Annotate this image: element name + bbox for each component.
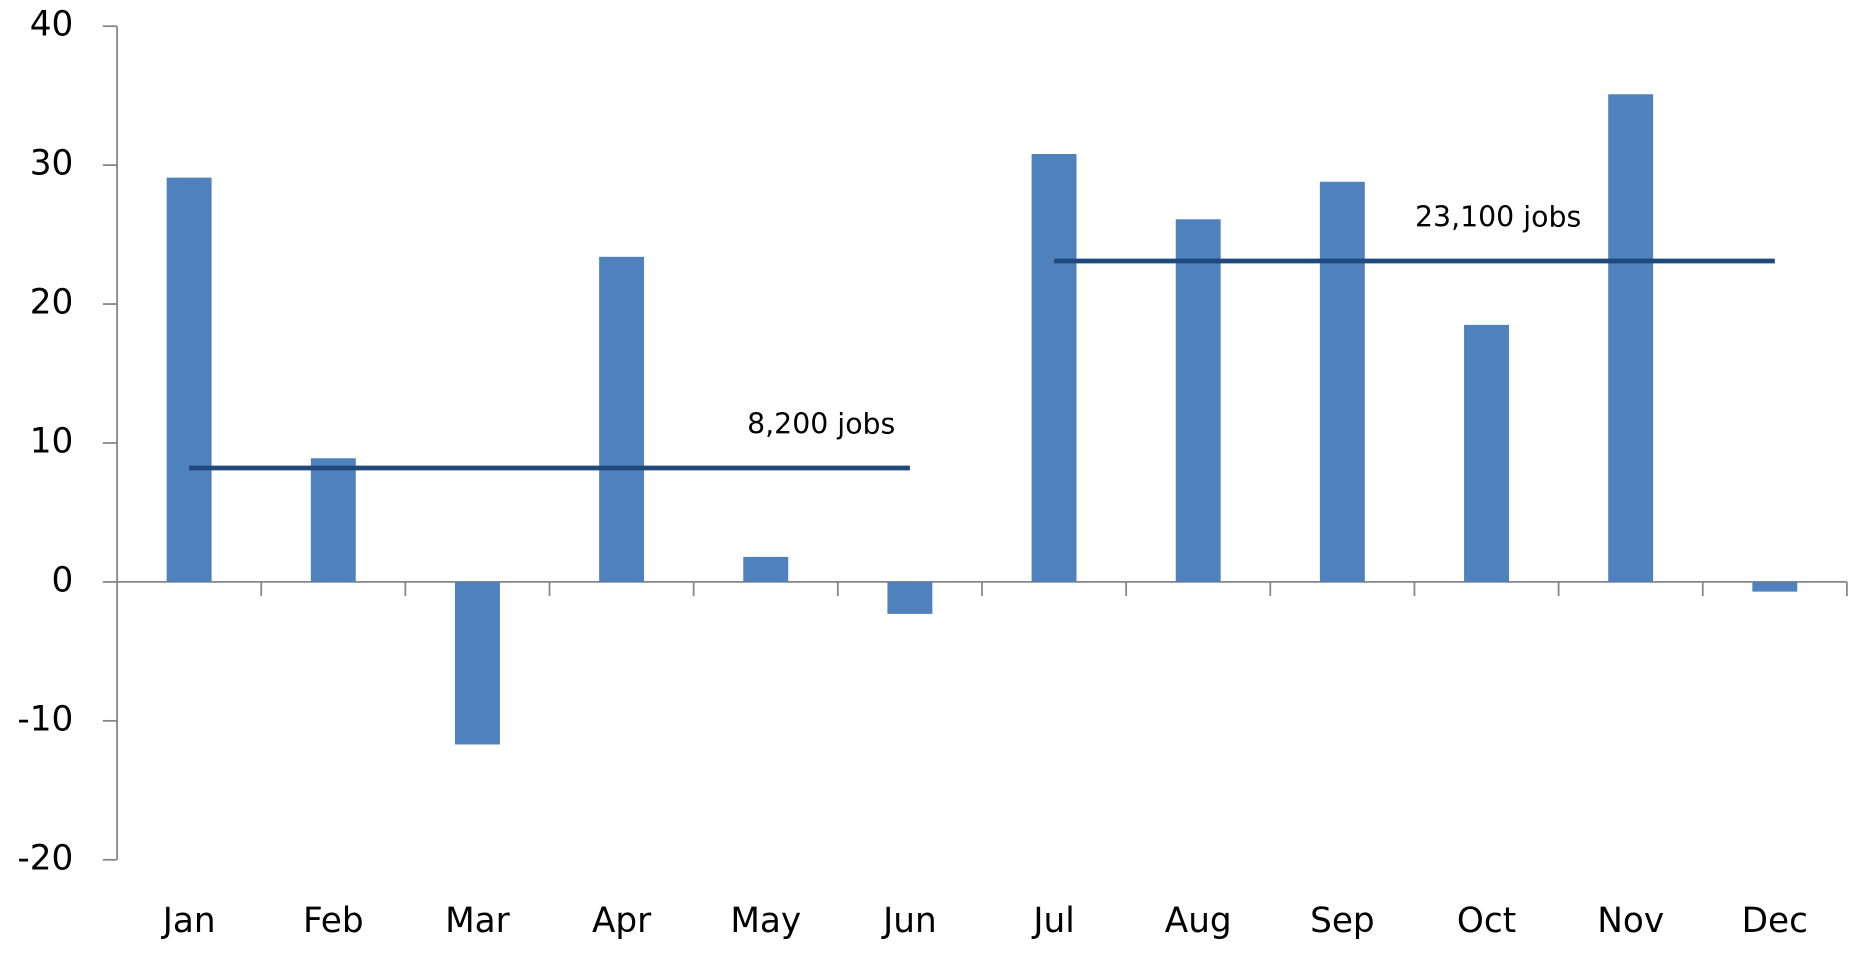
bar <box>1175 219 1221 582</box>
y-tick-label: -10 <box>17 699 73 739</box>
bar <box>887 581 933 614</box>
x-tick-label: Dec <box>1742 901 1808 941</box>
x-tick-label: Jun <box>881 901 937 941</box>
bar <box>1608 94 1654 582</box>
x-tick-label: Aug <box>1165 901 1232 941</box>
bar <box>166 177 212 582</box>
bar <box>1464 324 1509 582</box>
x-tick-label: Sep <box>1310 901 1375 941</box>
y-tick-label: 20 <box>30 283 74 323</box>
y-tick-label: 0 <box>51 560 73 600</box>
bar <box>1319 181 1365 582</box>
y-tick-label: 40 <box>30 5 74 45</box>
average-label: 8,200 jobs <box>747 407 895 440</box>
x-tick-label: Jul <box>1031 901 1074 941</box>
bar <box>454 581 500 745</box>
bar <box>1752 581 1798 592</box>
y-tick-label: 10 <box>30 421 74 461</box>
bar <box>599 256 645 582</box>
x-tick-label: Jan <box>161 901 216 941</box>
average-label: 23,100 jobs <box>1415 200 1581 233</box>
x-tick-label: Apr <box>592 901 652 941</box>
x-tick-label: Nov <box>1597 901 1664 941</box>
y-tick-label: 30 <box>30 144 74 184</box>
x-tick-label: Mar <box>445 901 511 941</box>
bar <box>743 556 789 582</box>
x-tick-label: May <box>730 901 801 941</box>
x-tick-label: Feb <box>303 901 364 941</box>
bar <box>310 458 356 582</box>
bar <box>1031 154 1077 582</box>
x-tick-label: Oct <box>1457 901 1516 941</box>
y-tick-label: -20 <box>17 838 73 878</box>
